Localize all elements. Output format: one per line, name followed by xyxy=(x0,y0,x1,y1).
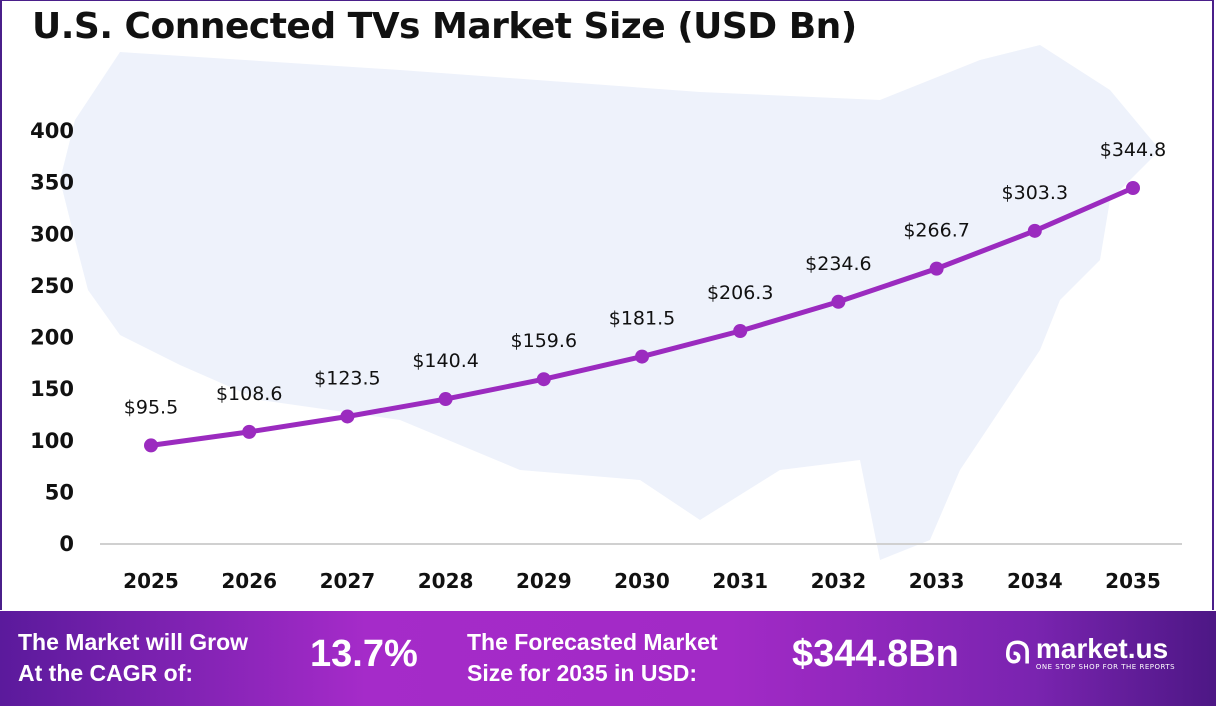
data-label: $181.5 xyxy=(609,308,675,330)
data-point xyxy=(536,372,551,387)
x-tick-label: 2030 xyxy=(614,569,670,593)
data-label: $266.7 xyxy=(903,220,969,242)
y-tick-label: 350 xyxy=(30,171,74,195)
data-point xyxy=(831,294,846,309)
data-label: $140.4 xyxy=(412,350,478,372)
x-tick-label: 2032 xyxy=(811,569,867,593)
data-label: $123.5 xyxy=(314,367,380,389)
data-label: $234.6 xyxy=(805,253,871,275)
line-chart: 0 50 100 150 200 250 300 350 400 2025 2026 2027 202… xyxy=(30,45,1182,593)
data-point xyxy=(242,424,257,439)
x-tick-label: 2026 xyxy=(221,569,277,593)
data-point xyxy=(733,323,748,338)
cagr-label-line1: The Market will Grow xyxy=(18,629,249,655)
cagr-value: 13.7% xyxy=(310,633,418,675)
logo-name: market.us xyxy=(1035,633,1169,664)
x-tick-label: 2025 xyxy=(123,569,179,593)
x-tick-label: 2029 xyxy=(516,569,572,593)
y-tick-label: 100 xyxy=(30,429,74,453)
data-label: $159.6 xyxy=(511,330,577,352)
data-point xyxy=(144,438,158,453)
y-tick-label: 0 xyxy=(59,532,74,556)
data-label: $95.5 xyxy=(124,396,178,418)
data-label: $108.6 xyxy=(216,383,282,405)
data-label: $303.3 xyxy=(1002,182,1068,204)
cagr-label: The Market will Grow At the CAGR of: xyxy=(18,627,248,689)
data-point xyxy=(340,409,355,424)
y-tick-label: 50 xyxy=(45,480,74,504)
x-tick-label: 2031 xyxy=(712,569,768,593)
x-tick-label: 2035 xyxy=(1105,569,1161,593)
chart-title: U.S. Connected TVs Market Size (USD Bn) xyxy=(32,6,857,47)
data-point xyxy=(635,349,649,364)
x-tick-label: 2028 xyxy=(418,569,474,593)
x-tick-label: 2033 xyxy=(909,569,965,593)
data-point xyxy=(1126,180,1140,195)
logo-mark-icon: ᘏ xyxy=(1005,635,1030,671)
forecast-label: The Forecasted Market Size for 2035 in U… xyxy=(467,627,718,689)
x-tick-label: 2034 xyxy=(1007,569,1063,593)
market-us-logo: ᘏ market.us ONE STOP SHOP FOR THE REPORT… xyxy=(1005,633,1176,672)
logo-tagline: ONE STOP SHOP FOR THE REPORTS xyxy=(1035,663,1176,671)
forecast-label-line2: Size for 2035 in USD: xyxy=(467,660,698,686)
y-tick-label: 200 xyxy=(30,326,74,350)
data-label: $344.8 xyxy=(1100,139,1166,161)
footer-banner: The Market will Grow At the CAGR of: 13.… xyxy=(0,611,1216,706)
data-point xyxy=(438,392,453,407)
data-point xyxy=(1027,223,1042,238)
y-tick-label: 150 xyxy=(30,377,74,401)
data-label: $206.3 xyxy=(707,282,773,304)
x-tick-label: 2027 xyxy=(320,569,376,593)
us-map-silhouette xyxy=(60,45,1160,560)
forecast-value: $344.8Bn xyxy=(792,633,959,675)
chart-frame xyxy=(0,0,1214,610)
data-point xyxy=(929,261,944,276)
forecast-label-line1: The Forecasted Market xyxy=(467,629,718,655)
y-tick-label: 400 xyxy=(30,119,74,143)
cagr-label-line2: At the CAGR of: xyxy=(18,660,194,686)
y-tick-label: 250 xyxy=(30,274,74,298)
y-tick-label: 300 xyxy=(30,222,74,246)
